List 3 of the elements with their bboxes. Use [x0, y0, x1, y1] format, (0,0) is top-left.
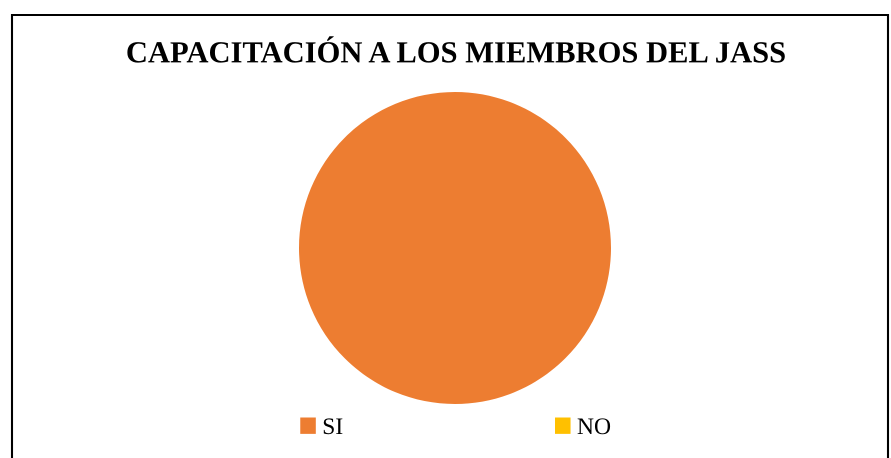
- legend-label: SI: [324, 418, 342, 434]
- legend-label: NO: [578, 418, 610, 434]
- chart-title: CAPACITACIÓN A LOS MIEMBROS DEL JASS: [127, 36, 785, 63]
